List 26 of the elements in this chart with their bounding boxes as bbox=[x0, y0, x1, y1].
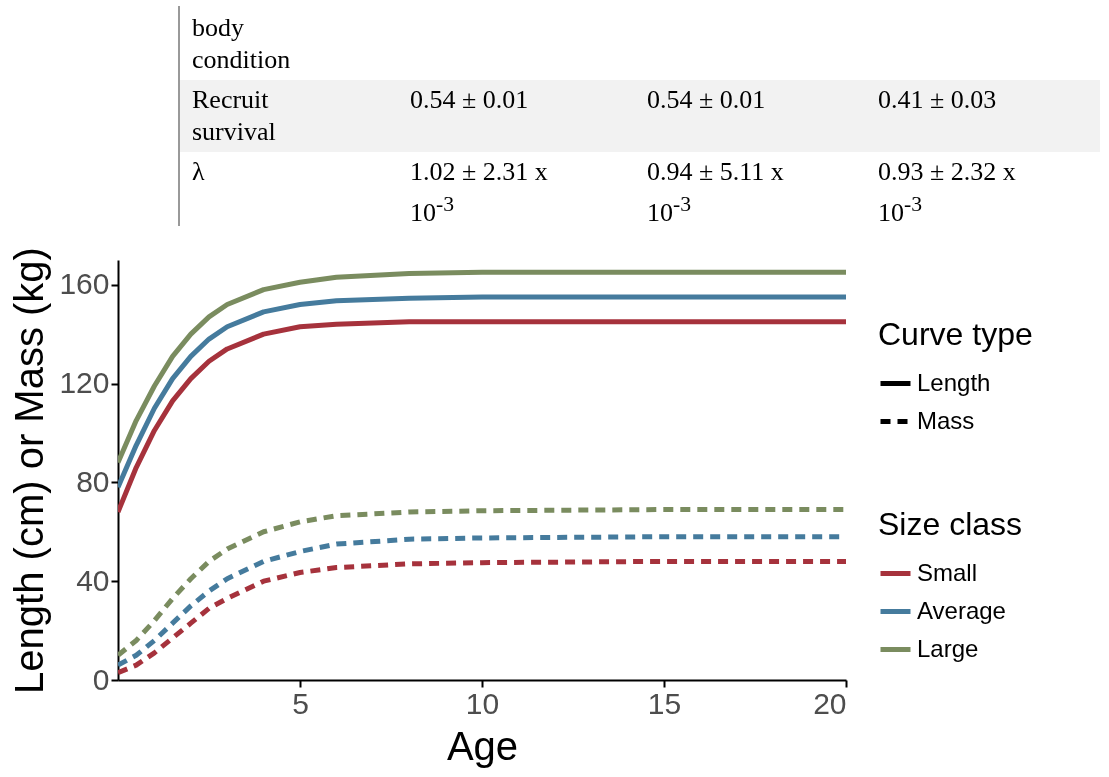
legend-label: Large bbox=[917, 634, 979, 662]
text: Size class bbox=[878, 506, 1023, 542]
legend-label: Small bbox=[917, 558, 978, 586]
x-tick-label: 15 bbox=[647, 686, 682, 720]
y-tick-label: 160 bbox=[59, 267, 110, 301]
x-tick-label: 20 bbox=[813, 686, 847, 720]
text: body condition bbox=[192, 12, 292, 76]
y-tick-label: 80 bbox=[76, 464, 110, 498]
text: 0.54 ± 0.01 bbox=[410, 84, 530, 116]
text: 0.94 ± 5.11 x 10$^{-3}$ bbox=[647, 156, 785, 229]
text: 0.41 ± 0.03 bbox=[878, 84, 998, 116]
y-tick-label: 0 bbox=[92, 662, 110, 696]
text: Curve type bbox=[878, 316, 1033, 352]
text: 0.54 ± 0.01 bbox=[647, 84, 767, 116]
text: 1.02 ± 2.31 x 10$^{-3}$ bbox=[410, 156, 549, 229]
x-tick-label: 10 bbox=[465, 686, 500, 720]
y-tick-label: 120 bbox=[59, 366, 110, 400]
x-tick-label: 5 bbox=[292, 686, 309, 720]
text: λ bbox=[192, 156, 206, 188]
y-axis-title: Length (cm) or Mass (kg) bbox=[7, 247, 52, 694]
text: Mass bbox=[917, 406, 975, 434]
text: 0.93 ± 2.32 x 10$^{-3}$ bbox=[878, 156, 1017, 229]
legend-label: Average bbox=[917, 596, 1006, 624]
y-tick-label: 40 bbox=[76, 563, 110, 597]
text: Length bbox=[917, 368, 991, 396]
x-axis-title: Age bbox=[446, 723, 519, 768]
